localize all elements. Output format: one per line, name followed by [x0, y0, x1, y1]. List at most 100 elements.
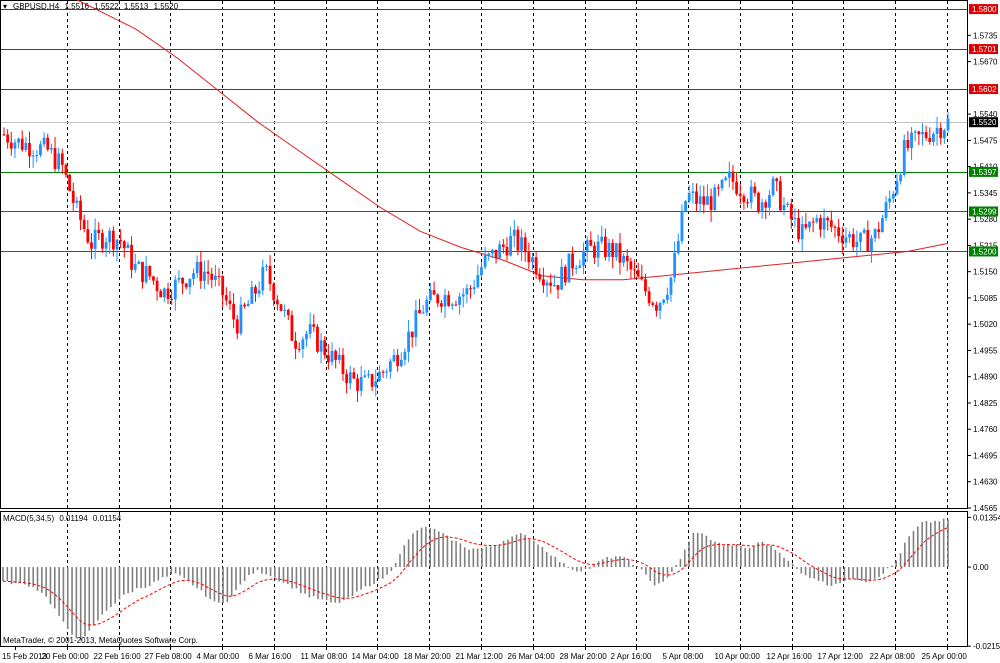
candle-body [345, 374, 349, 384]
x-tick-label: 12 Apr 16:00 [767, 652, 813, 661]
price-tag-label: 1.5397 [972, 168, 997, 177]
macd-main-value: 0.01194 [59, 514, 88, 523]
candle-body [822, 217, 826, 230]
candle-body [337, 354, 341, 360]
candle-body [757, 192, 760, 212]
candle-body [829, 220, 833, 227]
candle-body [731, 171, 735, 182]
candle-body [932, 133, 935, 142]
candle-body [942, 130, 946, 139]
candle-body [491, 249, 494, 254]
candle-body [647, 291, 651, 304]
candle-body [687, 193, 691, 201]
candle-body [527, 252, 531, 263]
candle-body [224, 295, 228, 301]
candle-body [921, 132, 924, 135]
candle-body [257, 290, 261, 294]
macd-axis: 0.01354 0.00 -0.02154 [967, 513, 1000, 651]
candle-body [793, 218, 797, 220]
candle-body [724, 177, 728, 180]
candle-body [873, 229, 877, 239]
candle-body [126, 244, 130, 249]
y-tick-label: 1.4565 [973, 504, 998, 513]
candle-body [538, 274, 542, 280]
candle-body [848, 234, 851, 238]
candle-body [891, 193, 895, 199]
y-tick-label: 1.5345 [973, 189, 998, 198]
y-tick-label: 1.5215 [973, 241, 998, 250]
price-tag-bg [969, 4, 998, 15]
candle-body [159, 290, 163, 298]
candle-body [716, 187, 720, 189]
candle-body [924, 132, 928, 138]
candle-body [483, 255, 487, 268]
candle-body [800, 224, 804, 240]
candle-body [392, 354, 396, 362]
y-tick-label: 1.5280 [973, 215, 998, 224]
candle-body [57, 153, 61, 169]
candle-body [388, 361, 392, 372]
candle-body [888, 198, 892, 203]
candle-body [899, 174, 903, 182]
x-tick-label: 25 Apr 00:00 [922, 652, 968, 661]
candle-body [589, 239, 593, 246]
candle-body [458, 296, 461, 305]
candle-body [192, 273, 195, 279]
candle-body [239, 304, 243, 334]
candle-body [177, 277, 181, 280]
moving-average-layer [76, 0, 949, 281]
candle-body [855, 241, 859, 248]
candle-body [563, 266, 567, 283]
candle-body [789, 203, 793, 220]
candle-body [308, 324, 312, 334]
candle-body [480, 267, 483, 276]
candle-body [305, 333, 308, 340]
candle-body [571, 253, 574, 269]
candle-body [119, 239, 123, 242]
candle-body [447, 295, 451, 306]
candle-body [166, 288, 170, 299]
candle-body [199, 261, 203, 281]
dropdown-arrow-icon[interactable]: ▾ [3, 2, 7, 11]
candle-body [906, 139, 910, 149]
candle-body [148, 265, 152, 277]
candle-body [629, 261, 633, 270]
candle-body [902, 139, 906, 175]
candle-body [403, 351, 407, 360]
candle-body [17, 138, 20, 143]
candle-body [676, 241, 680, 254]
macd-tick-label: 0.00 [973, 563, 989, 572]
candle-body [250, 286, 254, 304]
candle-body [614, 243, 618, 258]
candle-body [545, 282, 549, 286]
candle-body [593, 245, 596, 258]
x-tick-label: 22 Feb 16:00 [94, 652, 142, 661]
candle-body [381, 371, 385, 373]
x-tick-label: 20 Feb 00:00 [42, 652, 90, 661]
candle-body [235, 319, 239, 334]
candle-body [13, 142, 17, 149]
candle-body [895, 181, 899, 194]
candle-body [130, 244, 133, 270]
candle-body [727, 171, 731, 178]
price-tag-bg [969, 44, 998, 55]
candle-body [162, 288, 166, 298]
candle-body [760, 202, 764, 212]
candle-body [155, 280, 159, 291]
candle-body [778, 181, 782, 211]
y-tick-label: 1.5540 [973, 110, 998, 119]
candle-body [31, 155, 35, 157]
y-tick-label: 1.4630 [973, 478, 998, 487]
candle-body [713, 187, 717, 211]
candle-body [294, 340, 297, 349]
candle-body [39, 144, 42, 156]
candle-body [217, 275, 221, 277]
candle-body [851, 234, 855, 248]
y-tick-label: 1.4825 [973, 399, 998, 408]
candle-body [534, 257, 538, 275]
x-tick-label: 26 Mar 04:00 [508, 652, 556, 661]
candle-body [833, 226, 837, 228]
candle-body [275, 300, 279, 305]
y-tick-label: 1.5150 [973, 268, 998, 277]
